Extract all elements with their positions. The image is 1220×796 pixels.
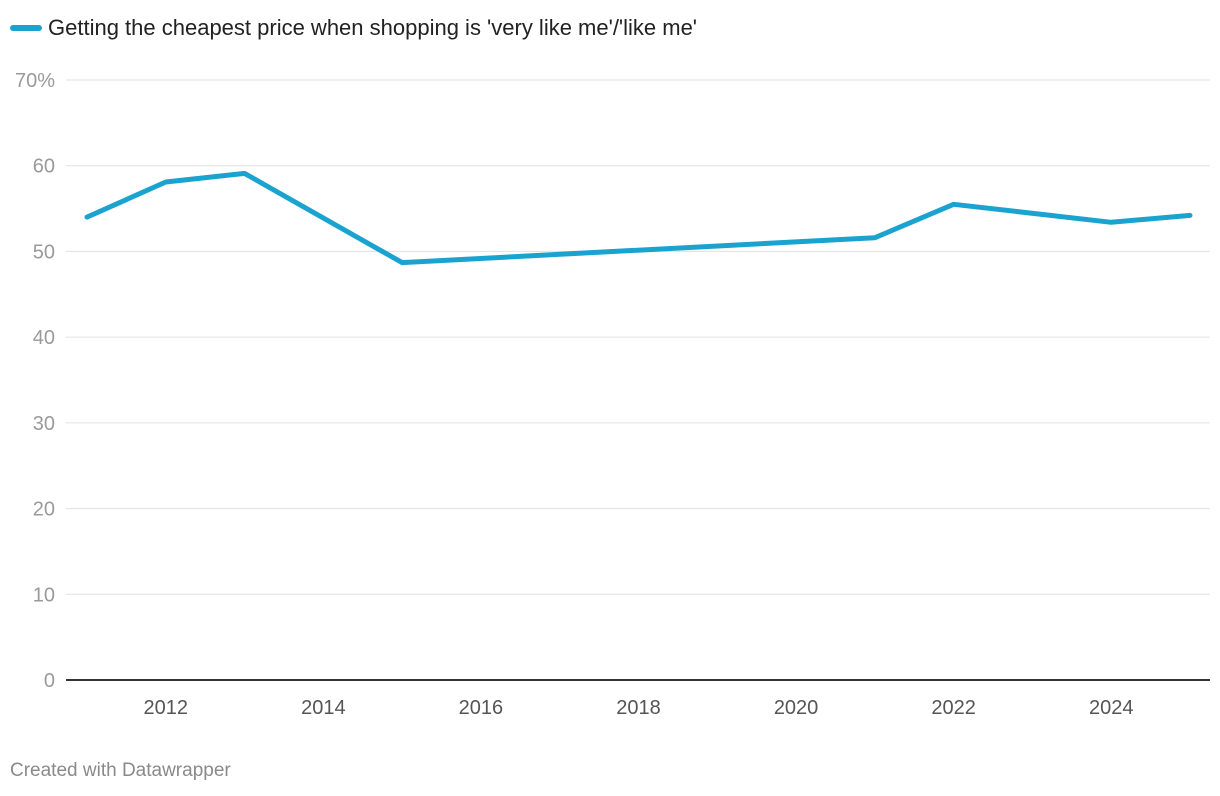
y-tick-label: 10 bbox=[33, 584, 55, 606]
x-tick-label: 2014 bbox=[301, 697, 346, 719]
chart-legend: Getting the cheapest price when shopping… bbox=[10, 12, 697, 44]
x-tick-label: 2016 bbox=[459, 697, 504, 719]
y-tick-label: 20 bbox=[33, 499, 55, 521]
y-tick-label: 50 bbox=[33, 241, 55, 263]
legend-label: Getting the cheapest price when shopping… bbox=[48, 15, 698, 40]
y-tick-label: 30 bbox=[33, 413, 55, 435]
y-tick-label: 70% bbox=[15, 70, 55, 92]
legend-swatch bbox=[10, 25, 42, 31]
x-tick-label: 2020 bbox=[774, 697, 819, 719]
x-tick-label: 2022 bbox=[931, 697, 976, 719]
x-tick-label: 2018 bbox=[616, 697, 661, 719]
x-tick-label: 2012 bbox=[144, 697, 189, 719]
y-tick-label: 40 bbox=[33, 327, 55, 349]
series-layer bbox=[84, 170, 1193, 266]
series-line-0 bbox=[84, 170, 1193, 266]
y-axis: 70% 60 50 40 30 20 10 0 bbox=[15, 70, 55, 692]
x-tick-label: 2024 bbox=[1089, 697, 1134, 719]
y-tick-label: 60 bbox=[33, 156, 55, 178]
y-tick-label: 0 bbox=[44, 670, 55, 692]
grid-layer bbox=[66, 79, 1210, 681]
x-axis: 2012 2014 2016 2018 2020 2022 2024 bbox=[144, 697, 1134, 719]
line-chart: 70% 60 50 40 30 20 10 0 2012 2014 2016 2018 2020 202… bbox=[15, 70, 1210, 719]
footer-credit: Created with Datawrapper bbox=[10, 760, 231, 781]
